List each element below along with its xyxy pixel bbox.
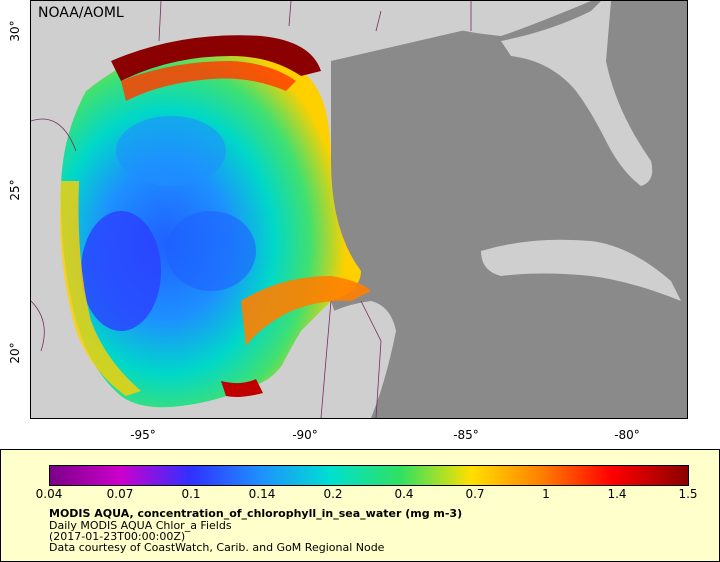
colorbar-tick-label: 0.07 (106, 487, 134, 501)
chlorophyll-map (31, 1, 687, 418)
legend-subtitle: Daily MODIS AQUA Chlor_a Fields (49, 519, 232, 532)
blue-eddy-north (116, 116, 226, 186)
colorbar-tick-label: 1.4 (607, 487, 627, 501)
colorbar-tick-label: 0.2 (323, 487, 343, 501)
lon-tick-label: -80° (614, 428, 640, 442)
lon-tick-label: -85° (453, 428, 479, 442)
blue-eddy-center (166, 211, 256, 291)
colorbar-tick-label: 0.7 (465, 487, 485, 501)
legend-panel: 0.04 0.07 0.1 0.14 0.2 0.4 0.7 1 1.4 1.5… (0, 449, 720, 562)
lat-tick-label: 30° (8, 20, 22, 42)
north-coast-high (111, 35, 321, 81)
colorbar-tick-label: 0.04 (35, 487, 63, 501)
mexico-coast (60, 181, 141, 396)
mexico-coast-red (221, 379, 263, 397)
legend-credit: Data courtesy of CoastWatch, Carib. and … (49, 541, 385, 554)
legend-date: (2017-01-23T00:00:00Z) (49, 530, 186, 543)
us-coast-land (31, 1, 591, 111)
cuba-land (481, 239, 681, 301)
lat-tick-label: 25° (8, 179, 22, 201)
colorbar-tick-label: 0.1 (181, 487, 201, 501)
blue-eddy-west (81, 211, 161, 331)
mexico-south-land (31, 381, 261, 418)
map-frame[interactable]: NOAA/AOML (30, 0, 688, 419)
legend-title: MODIS AQUA, concentration_of_chlorophyll… (49, 507, 463, 520)
north-coast-mid (121, 61, 296, 101)
colorbar (49, 465, 689, 486)
noaa-aoml-label: NOAA/AOML (38, 5, 124, 21)
yucatan-coast (241, 276, 371, 346)
state-boundary (31, 1, 472, 418)
colorbar-tick-label: 0.4 (394, 487, 414, 501)
lon-tick-label: -95° (130, 428, 156, 442)
florida-land (501, 1, 653, 186)
yucatan-land (261, 301, 396, 418)
colorbar-tick-label: 1 (542, 487, 550, 501)
lat-tick-label: 20° (8, 342, 22, 364)
colorbar-tick-label: 0.14 (248, 487, 276, 501)
mexico-west-land (31, 91, 76, 386)
lon-tick-label: -90° (292, 428, 318, 442)
colorbar-tick-label: 1.5 (678, 487, 698, 501)
